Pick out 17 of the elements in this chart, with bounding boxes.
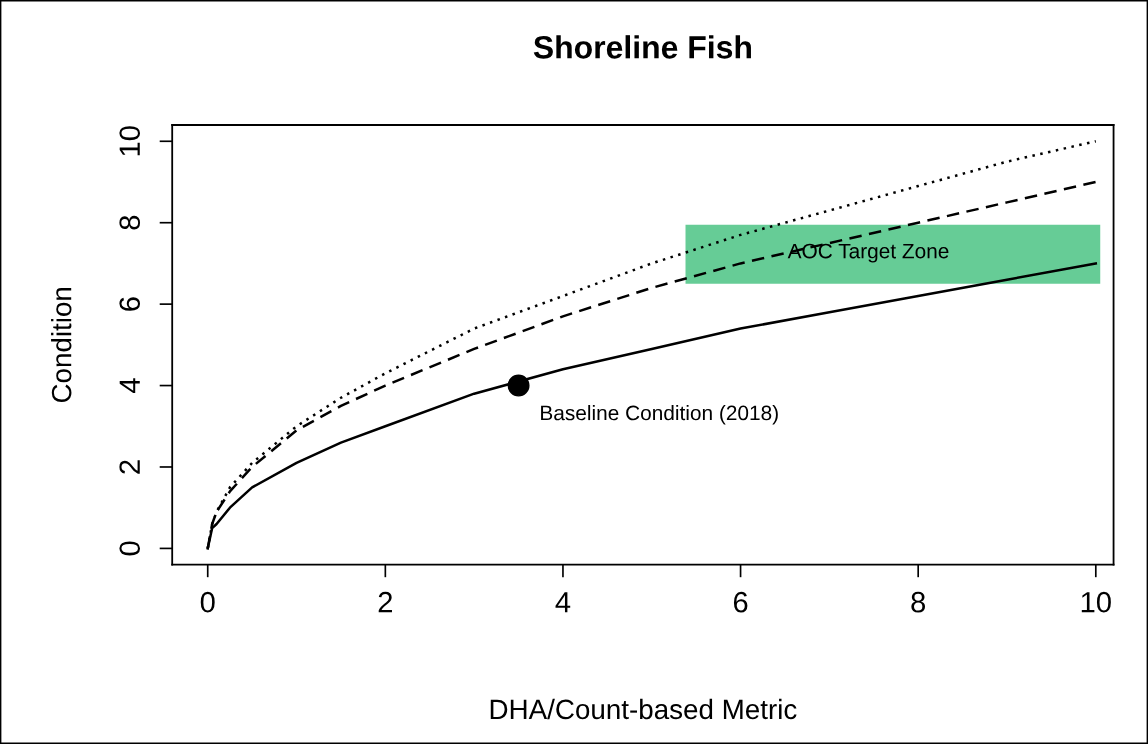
x-tick-label: 10 — [1081, 591, 1111, 613]
annotation: AOC Target Zone — [787, 243, 949, 263]
annotation: Baseline Condition (2018) — [541, 405, 778, 425]
x-tick-label: 2 — [378, 591, 392, 613]
x-tick-label: 6 — [733, 591, 748, 613]
x-tick-label: 0 — [200, 591, 215, 613]
y-tick-label: 10 — [119, 126, 141, 156]
x-tick-label: 4 — [555, 592, 571, 613]
y-tick-label: 8 — [119, 215, 141, 230]
x-axis-title: DHA/Count-based Metric — [490, 698, 797, 720]
y-tick-label: 0 — [119, 541, 141, 556]
chart-title: Shoreline Fish — [533, 35, 751, 59]
y-axis-title: Condition — [51, 287, 72, 403]
y-tick-label: 6 — [119, 297, 141, 311]
x-tick-label: 8 — [911, 591, 926, 613]
y-tick-label: 4 — [119, 378, 140, 393]
y-tick-label: 2 — [119, 460, 140, 474]
